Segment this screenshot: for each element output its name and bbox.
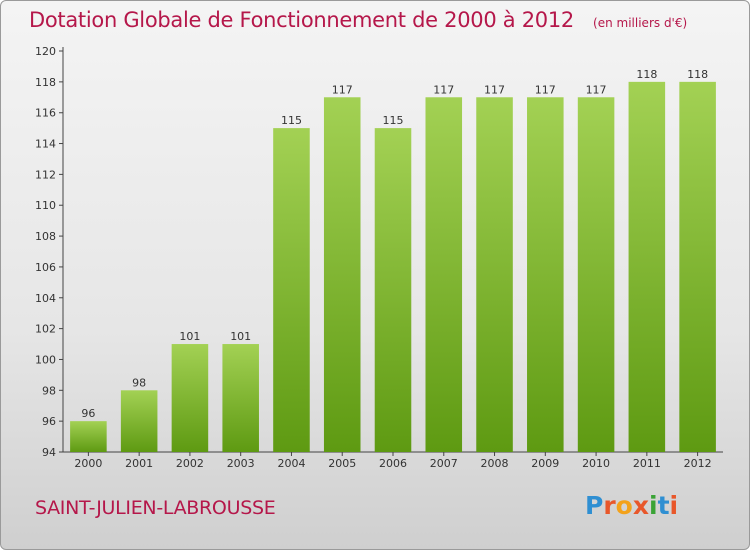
x-tick-label-2001: 2001 [125,457,153,470]
value-label-2004: 115 [281,114,302,127]
y-tick-label: 110 [35,199,56,212]
x-tick-label-2005: 2005 [328,457,356,470]
x-tick-label-2003: 2003 [227,457,255,470]
chart-title: Dotation Globale de Fonctionnement de 20… [29,8,574,32]
value-label-2009: 117 [535,83,556,96]
x-tick-label-2000: 2000 [74,457,102,470]
bar-2002 [171,344,209,452]
bar-2006 [374,128,412,452]
y-tick-label: 120 [35,45,56,58]
y-tick-label: 94 [42,446,56,459]
x-tick-label-2004: 2004 [277,457,305,470]
bar-2011 [628,81,666,452]
bar-2007 [425,97,463,453]
y-tick-label: 104 [35,292,56,305]
bar-2003 [222,344,259,452]
logo-letter: x [632,491,649,520]
y-tick-label: 112 [35,168,56,181]
value-label-2007: 117 [433,83,454,96]
value-label-2000: 96 [81,407,95,420]
x-tick-label-2009: 2009 [531,457,559,470]
y-tick-label: 98 [42,384,56,397]
bar-2008 [476,97,513,453]
x-tick-label-2010: 2010 [582,457,610,470]
title-row: Dotation Globale de Fonctionnement de 20… [29,8,687,32]
bar-2005 [323,97,361,453]
bars: 96 98 101 101 115 117 115 117 117 117 117 118 118 [70,68,716,453]
y-tick-label: 118 [35,76,56,89]
logo-letter: P [585,491,604,520]
logo-letter: i [649,491,658,520]
axes: 94 96 98 100 102 104 106 108 110 112 114 116 118 120 2… [35,45,723,470]
value-label-2011: 118 [636,68,657,81]
value-label-2002: 101 [179,330,200,343]
bar-2010 [577,97,615,453]
logo-letter: i [669,491,679,520]
x-tick-label-2006: 2006 [379,457,407,470]
value-label-2005: 117 [332,83,353,96]
value-label-2010: 117 [586,83,607,96]
y-tick-label: 100 [35,353,56,366]
logo-letter: o [615,491,633,520]
x-tick-label-2002: 2002 [176,457,204,470]
y-tick-label: 102 [35,323,56,336]
x-tick-label-2007: 2007 [430,457,458,470]
value-label-2006: 115 [383,114,404,127]
chart-subtitle: (en milliers d'€) [593,16,688,30]
y-tick-label: 116 [35,107,56,120]
y-tick-label: 106 [35,261,56,274]
x-tick-label-2008: 2008 [481,457,509,470]
x-tick-label-2012: 2012 [684,457,712,470]
y-tick-label: 114 [35,138,56,151]
value-label-2012: 118 [687,68,708,81]
commune-name: SAINT-JULIEN-LABROUSSE [35,497,276,519]
bar-2000 [70,421,107,452]
proxiti-logo: Proxiti [585,491,678,520]
y-tick-label: 96 [42,415,56,428]
value-label-2008: 117 [484,83,505,96]
bar-2001 [120,390,158,452]
y-tick-label: 108 [35,230,56,243]
value-label-2003: 101 [230,330,251,343]
x-tick-label-2011: 2011 [633,457,661,470]
logo-letter: t [657,491,670,520]
bar-2004 [273,128,310,452]
value-label-2001: 98 [132,376,146,389]
bar-2009 [527,97,564,453]
logo-letter: r [603,491,616,520]
bar-2012 [679,81,716,452]
